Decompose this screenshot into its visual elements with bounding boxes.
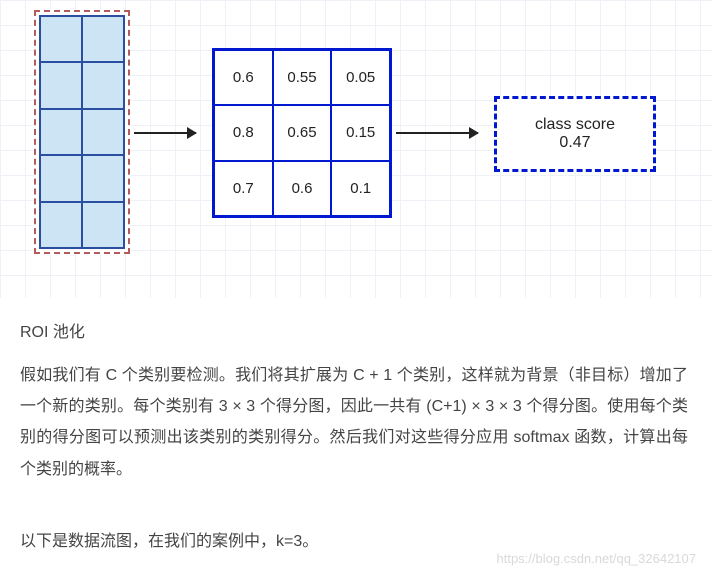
input-outline [34, 10, 130, 254]
input-grid [39, 15, 125, 249]
arrow-2 [396, 132, 478, 134]
score-cell: 0.8 [214, 105, 273, 160]
input-cell [82, 16, 124, 62]
watermark: https://blog.csdn.net/qq_32642107 [497, 551, 697, 566]
input-cell [82, 155, 124, 201]
score-cell: 0.7 [214, 161, 273, 216]
score-cell: 0.55 [273, 50, 332, 105]
score-cell: 0.6 [214, 50, 273, 105]
caption: ROI 池化 [20, 318, 85, 342]
score-cell: 0.15 [331, 105, 390, 160]
score-grid: 0.60.550.050.80.650.150.70.60.1 [212, 48, 392, 218]
input-cell [40, 155, 82, 201]
input-cell [40, 16, 82, 62]
input-cell [40, 62, 82, 108]
input-cell [82, 109, 124, 155]
input-cell [40, 109, 82, 155]
score-box: class score 0.47 [494, 96, 656, 172]
score-cell: 0.6 [273, 161, 332, 216]
score-box-label: class score [535, 116, 615, 134]
score-cell: 0.05 [331, 50, 390, 105]
score-cell: 0.1 [331, 161, 390, 216]
score-cell: 0.65 [273, 105, 332, 160]
input-cell [82, 202, 124, 248]
input-cell [40, 202, 82, 248]
paragraph-1: 假如我们有 C 个类别要检测。我们将其扩展为 C + 1 个类别，这样就为背景（… [20, 360, 688, 485]
input-cell [82, 62, 124, 108]
arrow-1 [134, 132, 196, 134]
score-box-value: 0.47 [559, 134, 590, 152]
diagram-area: 0.60.550.050.80.650.150.70.60.1 class sc… [0, 0, 712, 298]
